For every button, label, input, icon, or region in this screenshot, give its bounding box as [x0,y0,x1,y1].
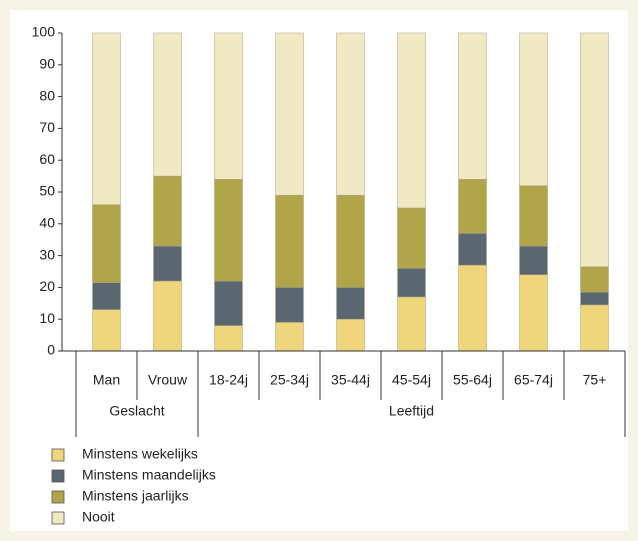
legend-label: Minstens maandelijks [82,467,216,483]
bar-segment [275,32,304,196]
y-tick-label: 10 [39,310,55,326]
x-tick-label: 35-44j [331,372,370,388]
bar-segment [458,32,487,180]
bar-segment [336,32,365,196]
bar-segment [336,287,365,320]
legend-label: Nooit [82,509,115,525]
bar-segment [92,32,121,205]
bar-segment [519,274,548,352]
bar-segment [336,318,365,352]
legend-swatch [51,511,65,525]
bar-segment [580,291,609,306]
bar-segment [397,32,426,209]
bar-segment [153,245,182,282]
y-tick-label: 40 [39,215,55,231]
x-tick-label: 75+ [583,372,607,388]
legend-swatch [51,469,65,483]
y-tick-label: 100 [32,24,56,40]
y-tick-label: 90 [39,56,55,72]
bar-segment [519,32,548,186]
bar-segment [92,204,121,283]
bar-segment [397,268,426,298]
bar-segment [336,194,365,288]
y-tick-label: 0 [47,342,55,358]
bar-segment [214,280,243,326]
bar-segment [580,266,609,293]
group-label: Leeftijd [389,403,434,419]
x-tick-label: Vrouw [148,372,188,388]
bar-segment [153,32,182,177]
bar-segment [92,309,121,352]
bar-segment [214,325,243,352]
bar-segment [458,264,487,352]
y-tick-label: 20 [39,278,55,294]
bar-segment [275,194,304,288]
x-tick-label: 45-54j [392,372,431,388]
x-tick-label: 25-34j [270,372,309,388]
group-label: Geslacht [109,403,164,419]
y-tick-label: 60 [39,151,55,167]
bar-segment [458,233,487,266]
x-tick-label: 65-74j [514,372,553,388]
y-tick-label: 50 [39,183,55,199]
x-tick-label: 55-64j [453,372,492,388]
x-tick-label: Man [93,372,120,388]
bar-segment [519,245,548,275]
y-tick-label: 70 [39,119,55,135]
bar-segment [92,282,121,310]
legend-label: Minstens wekelijks [82,446,198,462]
bar-segment [519,185,548,247]
bar-segment [580,32,609,267]
bar-segment [397,296,426,352]
bar-segment [214,32,243,180]
bar-segment [275,287,304,323]
y-tick-label: 30 [39,246,55,262]
legend-swatch [51,448,65,462]
bar-segment [275,322,304,352]
y-tick-label: 80 [39,87,55,103]
bar-segment [397,207,426,269]
x-tick-label: 18-24j [209,372,248,388]
legend-swatch [51,490,65,504]
bar-segment [153,280,182,352]
legend-label: Minstens jaarlijks [82,488,189,504]
bar-segment [458,179,487,234]
bar-segment [580,304,609,352]
bar-segment [214,179,243,282]
bar-segment [153,175,182,247]
